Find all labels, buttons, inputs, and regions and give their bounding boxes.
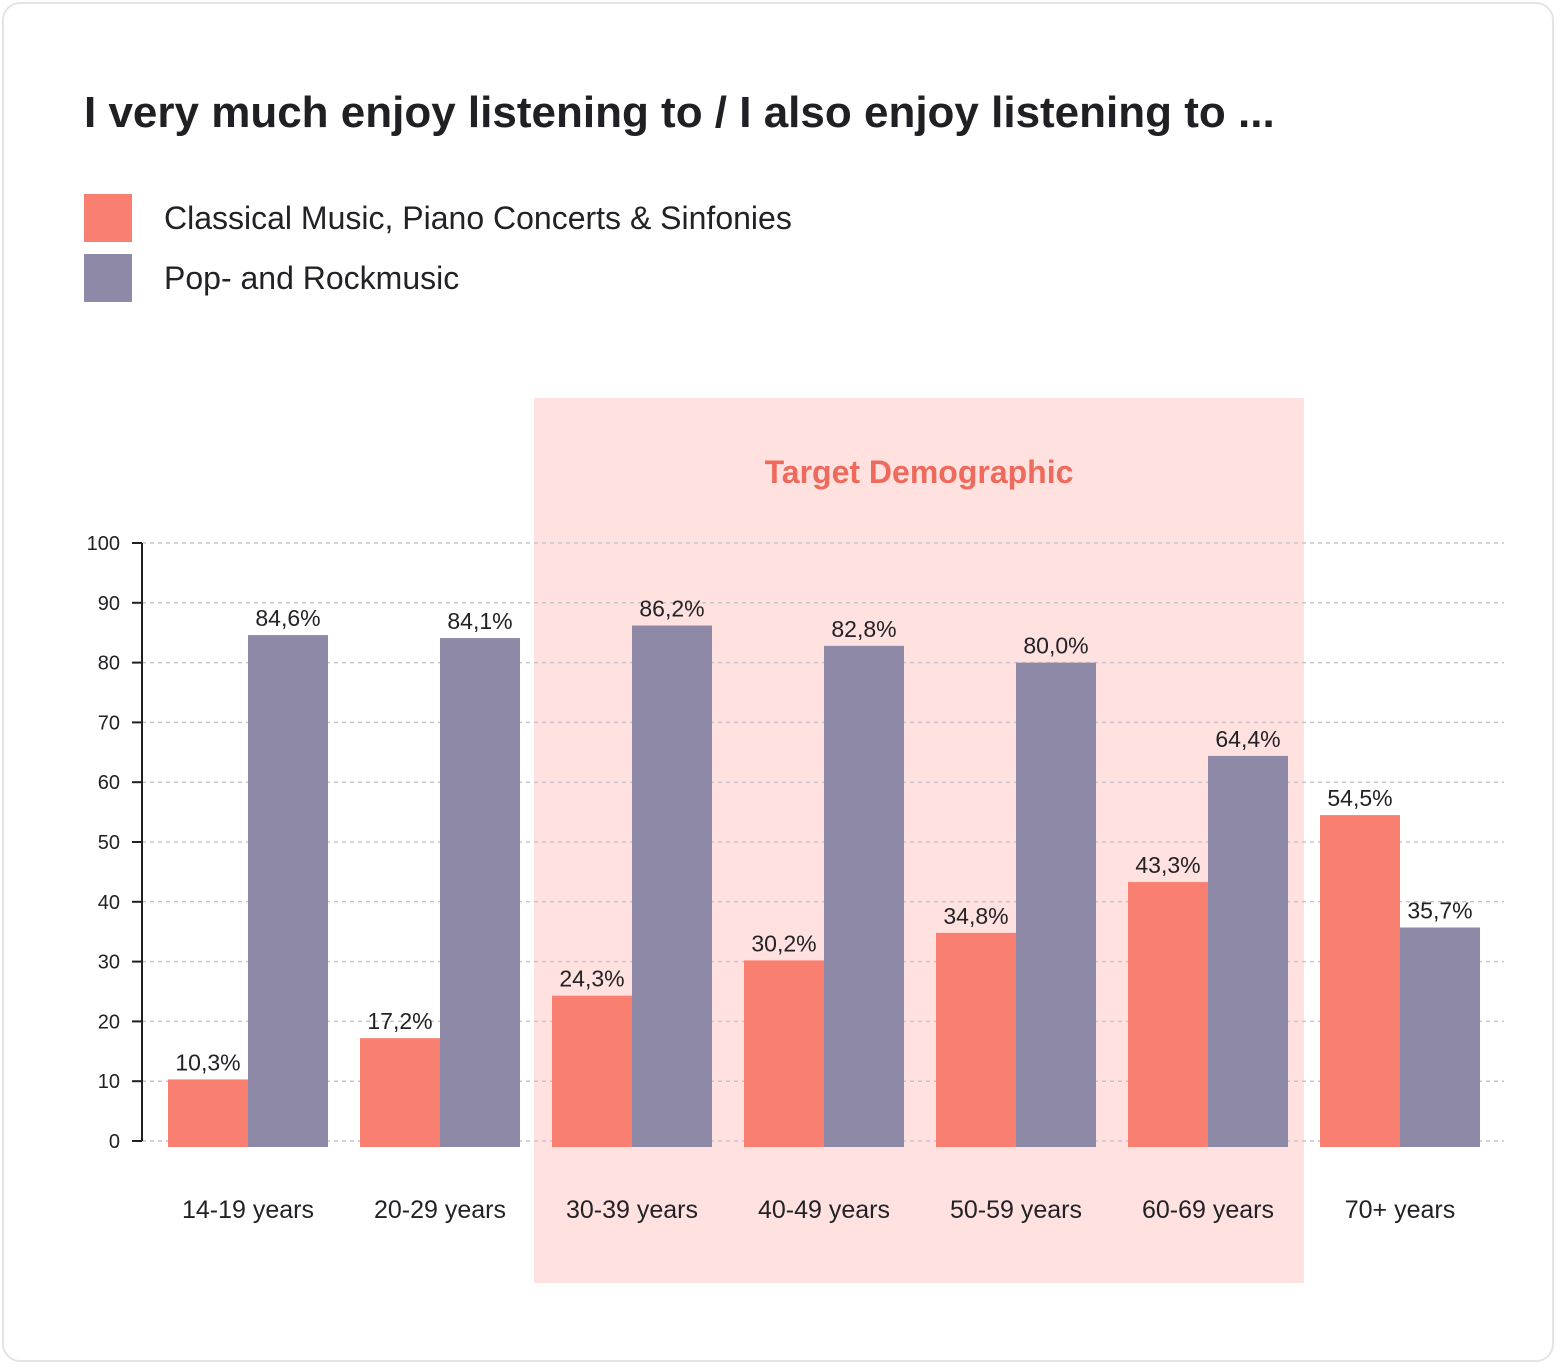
value-label-pop-rock: 86,2%	[639, 596, 704, 622]
value-label-classical: 34,8%	[943, 903, 1008, 929]
x-category-label: 50-59 years	[950, 1196, 1082, 1224]
value-label-classical: 54,5%	[1327, 785, 1392, 811]
y-tick-label: 80	[98, 653, 120, 675]
bar-pop-rock	[632, 625, 712, 1147]
bar-classical	[1320, 815, 1400, 1147]
bar-pop-rock	[1400, 927, 1480, 1147]
legend-label-classical: Classical Music, Piano Concerts & Sinfon…	[164, 199, 792, 236]
y-tick-label: 60	[98, 772, 120, 794]
x-category-label: 30-39 years	[566, 1196, 698, 1224]
legend-swatch-pop-rock	[84, 254, 132, 302]
y-tick-label: 70	[98, 712, 120, 734]
y-tick-label: 90	[98, 593, 120, 615]
value-label-classical: 17,2%	[367, 1008, 432, 1034]
y-tick-label: 10	[98, 1071, 120, 1093]
bar-pop-rock	[440, 638, 520, 1147]
value-label-classical: 24,3%	[559, 966, 624, 992]
legend-label-pop-rock: Pop- and Rockmusic	[164, 259, 460, 296]
value-label-pop-rock: 35,7%	[1407, 898, 1472, 924]
bar-classical	[168, 1079, 248, 1147]
bar-classical	[360, 1038, 440, 1147]
value-label-classical: 43,3%	[1135, 852, 1200, 878]
legend-item-pop-rock: Pop- and Rockmusic	[84, 254, 459, 302]
bar-pop-rock	[1016, 662, 1096, 1147]
legend-swatch-classical	[84, 194, 132, 242]
value-label-pop-rock: 84,6%	[255, 605, 320, 631]
x-category-label: 70+ years	[1345, 1196, 1456, 1224]
chart-title: I very much enjoy listening to / I also …	[84, 88, 1275, 137]
legend-item-classical: Classical Music, Piano Concerts & Sinfon…	[84, 194, 792, 242]
x-category-label: 20-29 years	[374, 1196, 506, 1224]
y-tick-label: 0	[109, 1131, 120, 1153]
value-label-pop-rock: 80,0%	[1023, 633, 1088, 659]
y-tick-label: 30	[98, 952, 120, 974]
x-category-label: 40-49 years	[758, 1196, 890, 1224]
bar-classical	[744, 960, 824, 1147]
y-tick-label: 100	[87, 533, 120, 555]
bar-pop-rock	[1208, 755, 1288, 1147]
bar-classical	[552, 995, 632, 1147]
y-tick-label: 40	[98, 892, 120, 914]
target-demographic-label: Target Demographic	[765, 454, 1074, 490]
value-label-classical: 10,3%	[175, 1049, 240, 1075]
y-tick-label: 20	[98, 1011, 120, 1033]
value-label-pop-rock: 64,4%	[1215, 726, 1280, 752]
value-label-pop-rock: 84,1%	[447, 608, 512, 634]
bar-pop-rock	[248, 635, 328, 1147]
y-tick-label: 50	[98, 832, 120, 854]
bar-classical	[1128, 882, 1208, 1147]
x-category-label: 14-19 years	[182, 1196, 314, 1224]
bar-classical	[936, 932, 1016, 1147]
value-label-pop-rock: 82,8%	[831, 616, 896, 642]
value-label-classical: 30,2%	[751, 930, 816, 956]
x-category-label: 60-69 years	[1142, 1196, 1274, 1224]
bar-pop-rock	[824, 645, 904, 1147]
